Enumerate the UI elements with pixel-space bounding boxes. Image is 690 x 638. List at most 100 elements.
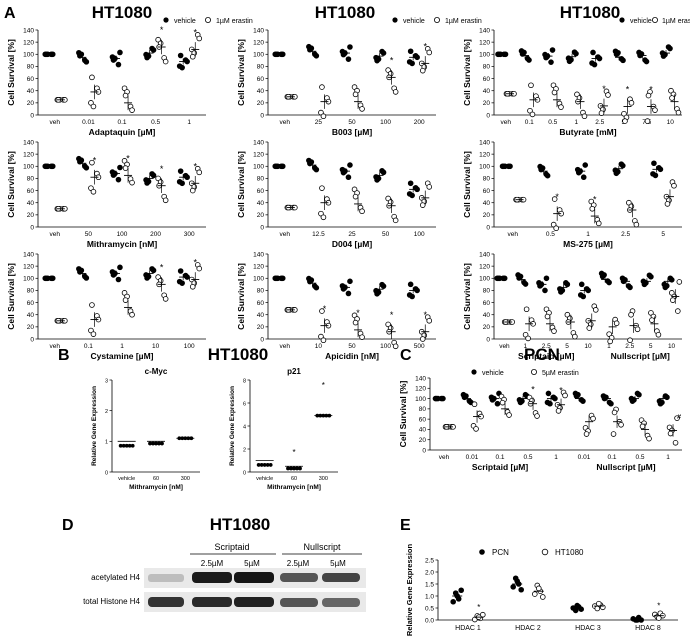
erastin-point [590,415,596,422]
vehicle-point [636,391,642,398]
legend-a2: vehicle 1µM erastin [392,16,482,25]
x-tick-label: HDAC 8 [635,625,661,632]
erastin-point [523,306,530,313]
vehicle-point [179,280,185,286]
y-tick-label: 120 [253,39,264,46]
x-tick-label: 1 [524,343,528,350]
erastin-point [189,53,196,60]
blot-group-scriptaid: Scriptaid [214,542,249,552]
vehicle-point [380,169,387,176]
x-tick-label: vehicle [118,476,135,482]
y-axis-label: Cell Survival [%] [6,151,16,218]
y-axis-label: Cell Survival [%] [236,263,246,330]
y-tick-label: 40 [257,200,265,207]
blot-band [280,598,318,607]
y-tick-label: 0 [260,224,264,231]
erastin-point [558,104,564,110]
erastin-point [122,297,129,303]
y-tick-label: 140 [479,139,490,146]
y-axis-label: Cell Survival [%] [236,151,246,218]
x-tick-label: 50 [348,343,356,350]
chart-ms275: 0 20 40 60 80 100 120 140 Cell Survival [%] veh 0.… [462,139,682,249]
legend-ht1080-label: HT1080 [555,548,584,557]
erastin-point [319,308,325,314]
erastin-point [320,337,327,344]
pcn-point [450,598,457,605]
y-tick-label: 60 [27,76,35,83]
y-tick-label: 0 [486,336,490,343]
vehicle-point [660,53,667,59]
erastin-point [607,338,613,345]
significance-star: * [292,448,295,457]
y-tick-label: 60 [27,300,35,307]
erastin-point [675,308,681,314]
data-point [295,466,299,471]
y-tick-label: 140 [253,139,264,146]
pcn-point [578,606,584,612]
vehicle-point [494,400,501,407]
vehicle-point [150,47,157,53]
y-tick-label: 0 [486,224,490,231]
erastin-point [551,196,558,202]
x-tick-label: 1 [120,343,124,350]
y-tick-label: 100 [479,164,490,171]
x-tick-label: veh [501,119,512,126]
blot-band [280,573,318,582]
y-tick-label: 0 [422,447,426,454]
erastin-point [627,337,633,344]
vehicle-point [409,293,415,300]
vehicle-point [573,50,579,57]
y-tick-label: 20 [483,324,491,331]
vehicle-point [117,164,123,171]
y-tick-label: 60 [419,416,427,423]
y-tick-label: 20 [257,212,265,219]
data-point [157,441,161,446]
legend-e: PCN HT1080 [479,548,584,557]
significance-star: * [322,381,325,390]
y-tick-label: 20 [419,437,427,444]
y-tick-label: 140 [253,27,264,34]
erastin-point [628,100,635,106]
x-tick-label: 0.5 [546,231,555,238]
data-point [127,443,132,448]
x-tick-label: 0.01 [578,454,591,461]
vehicle-point [580,398,586,404]
x-axis-label: MS-275 [µM] [563,239,613,249]
y-tick-label: 100 [479,52,490,59]
y-axis-label: Cell Survival [%] [6,263,16,330]
vehicle-point [590,49,596,56]
x-axis-label: Scriptaid [µM] [472,462,529,472]
legend-vehicle-label: vehicle [174,18,196,25]
header-b: HT1080 [208,345,268,364]
erastin-point [319,185,325,191]
vehicle-point [313,284,320,291]
y-tick-label: 140 [415,375,426,382]
erastin-point [319,84,325,90]
blot-row-label: total Histone H4 [83,597,140,606]
x-tick-label: 2.5 [621,231,630,238]
erastin-point [426,184,433,190]
y-tick-label: 140 [23,251,34,258]
legend-pcn-label: PCN [492,548,509,557]
y-tick-label: 120 [253,263,264,270]
blot-band [192,597,232,607]
significance-star: * [423,310,427,320]
significance-star: * [423,42,427,52]
x-axis-label: Butyrate [mM] [559,127,616,137]
erastin-point [598,110,605,116]
erastin-point [674,415,680,421]
blot-band [192,572,232,583]
vehicle-point [613,51,620,58]
vehicle-point [651,160,657,167]
erastin-point [419,67,426,74]
blot-band [148,597,184,607]
erastin-point [320,113,327,120]
x-tick-label: 300 [319,476,328,482]
erastin-point [89,159,95,166]
erastin-point [499,399,506,406]
y-tick-label: 80 [257,176,265,183]
data-point [151,441,155,446]
vehicle-point [549,47,556,53]
x-tick-label: 0.1 [84,343,93,350]
